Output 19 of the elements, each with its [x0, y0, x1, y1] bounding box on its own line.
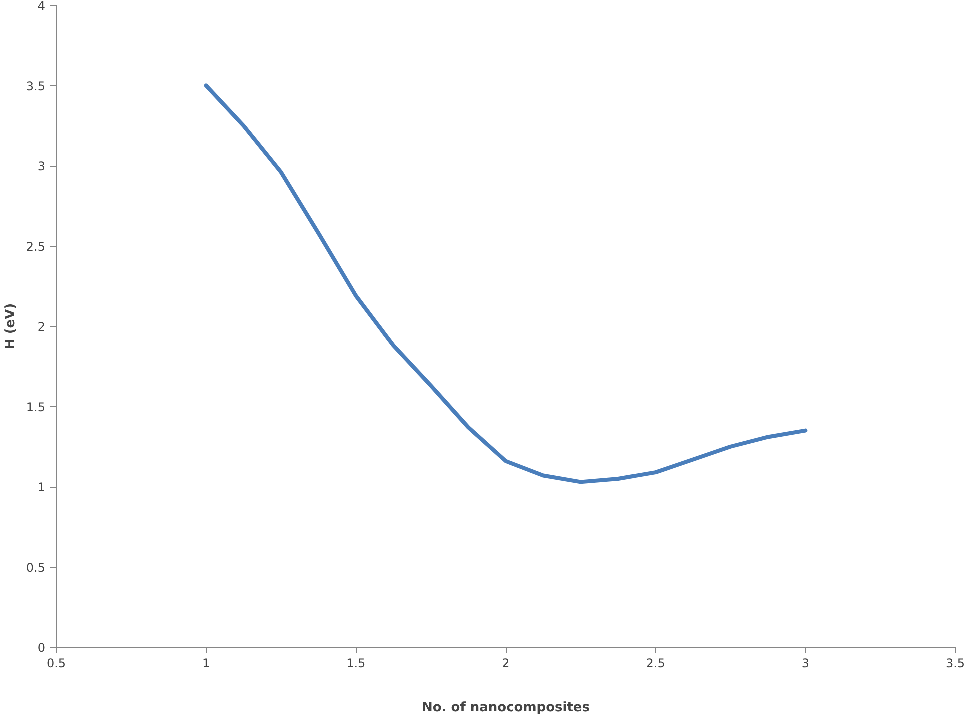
x-tick-label: 1.5	[346, 656, 366, 670]
x-tick-label: 1	[202, 656, 210, 670]
x-tick-label: 2.5	[646, 656, 666, 670]
y-tick-label: 3	[38, 160, 46, 174]
y-tick-label: 4	[38, 0, 46, 13]
y-tick-label: 3.5	[26, 79, 46, 94]
x-tick-label: 2	[502, 656, 510, 670]
y-tick-label: 1.5	[26, 400, 46, 414]
y-tick-label: 0.5	[26, 560, 46, 575]
y-tick-label: 1	[38, 480, 46, 494]
y-tick-label: 2	[38, 320, 46, 334]
x-tick-label: 3	[802, 656, 810, 670]
y-tick-label: 0	[38, 641, 46, 655]
y-tick-label: 2.5	[26, 240, 46, 254]
line-series	[204, 84, 808, 484]
y-axis-title: H (eV)	[3, 303, 18, 350]
x-tick-label: 0.5	[46, 656, 66, 670]
x-tick-label: 3.5	[946, 656, 966, 670]
x-axis-title: No. of nanocomposites	[422, 700, 590, 716]
